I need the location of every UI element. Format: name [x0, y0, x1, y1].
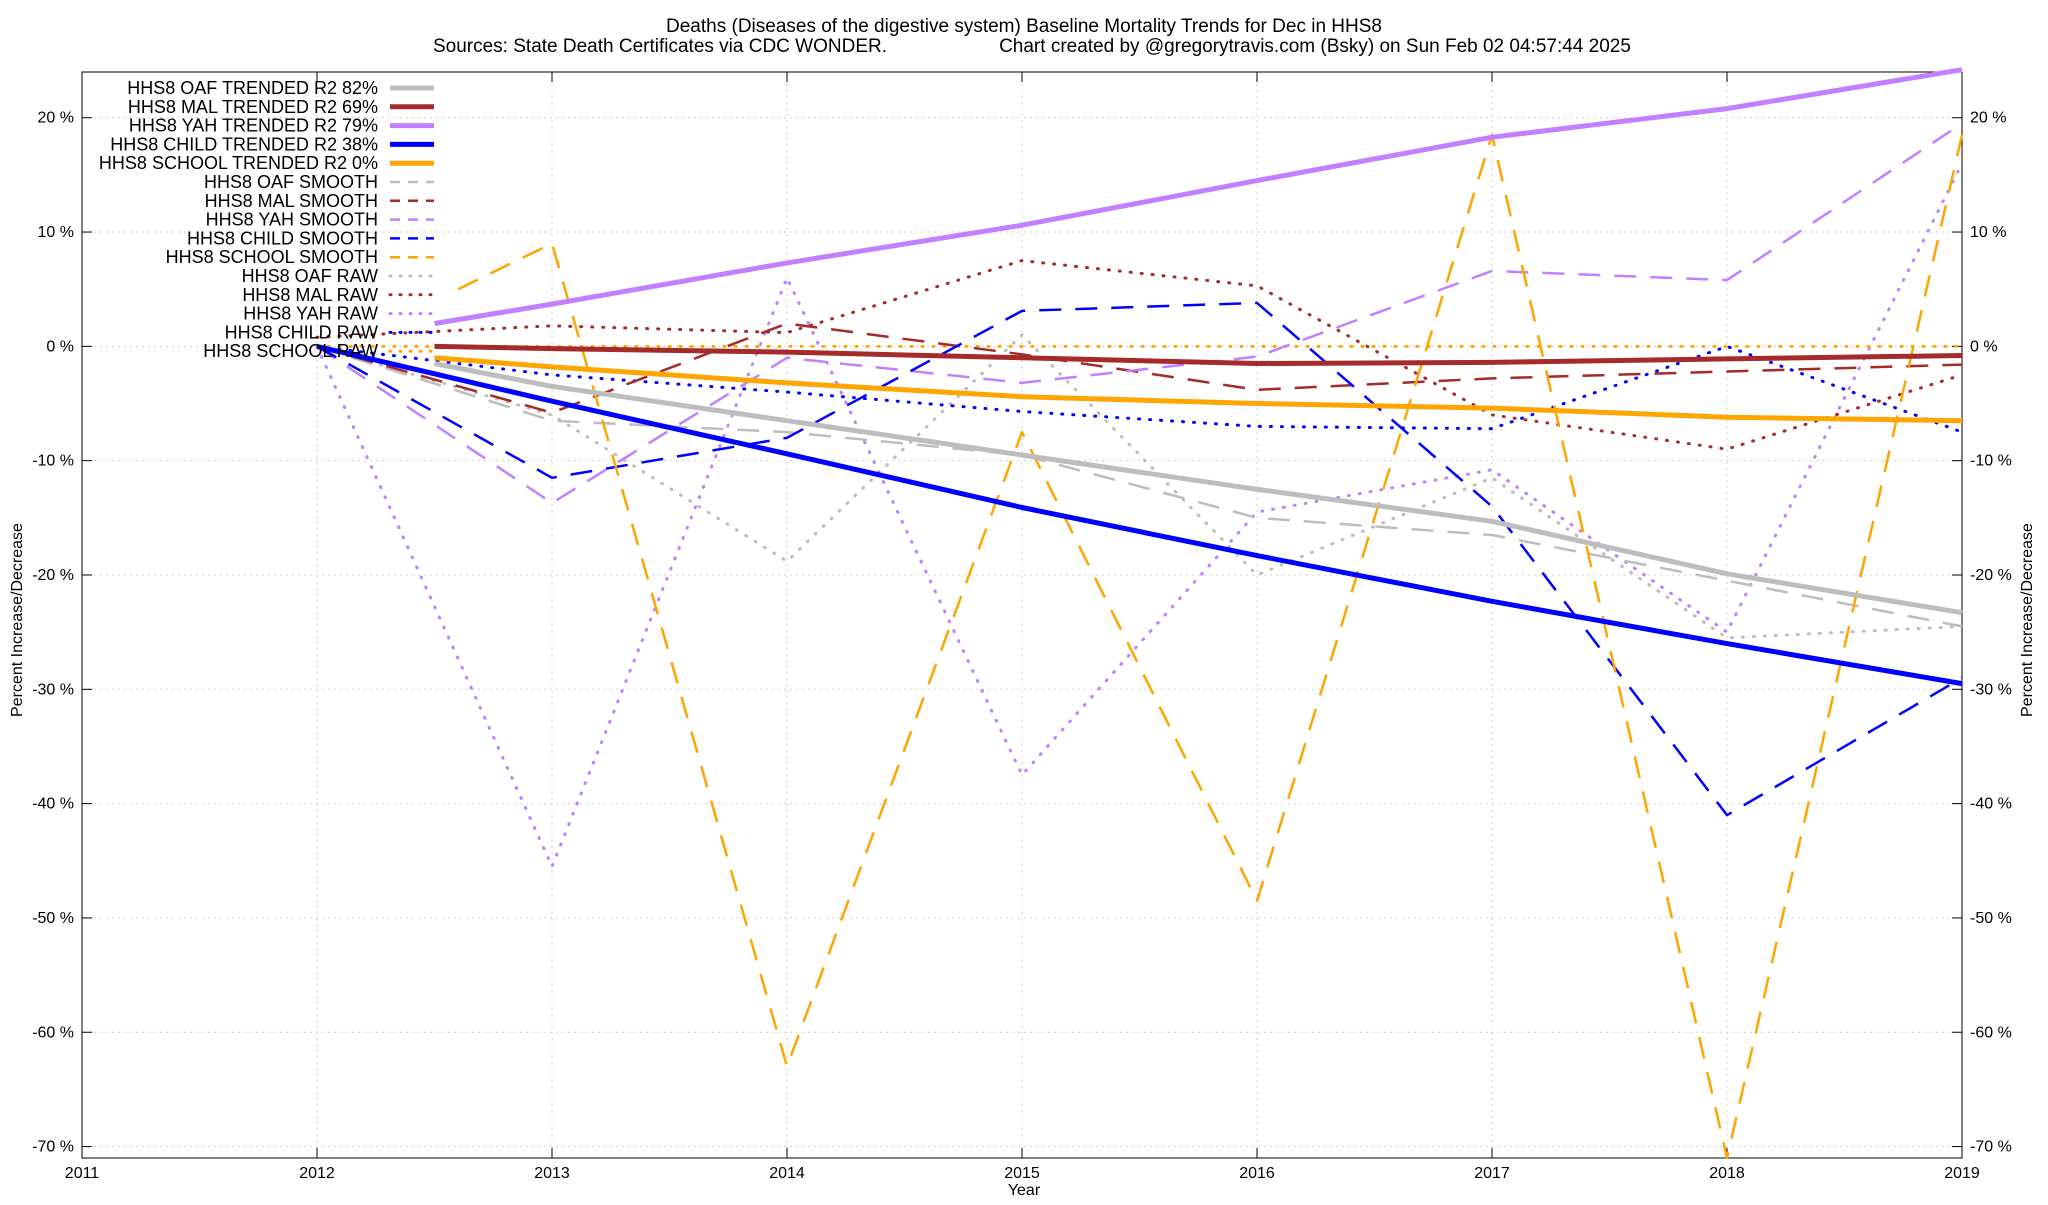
- chart-subtitle-left: Sources: State Death Certificates via CD…: [433, 36, 887, 57]
- series-line-3: [316, 343, 1963, 687]
- chart-title: Deaths (Diseases of the digestive system…: [666, 16, 1382, 37]
- y-tick-label-left: -50 %: [32, 910, 74, 927]
- x-tick-label: 2011: [65, 1165, 100, 1182]
- legend-label: HHS8 SCHOOL TRENDED R2 0%: [99, 153, 378, 173]
- y-tick-label-left: 10 %: [38, 224, 74, 241]
- grid: [81, 72, 1963, 1158]
- series-line-1: [434, 343, 1963, 366]
- series-line-7: [316, 122, 1963, 505]
- legend: HHS8 OAF TRENDED R2 82%HHS8 MAL TRENDED …: [99, 78, 436, 361]
- legend-label: HHS8 OAF TRENDED R2 82%: [127, 78, 378, 98]
- legend-label: HHS8 MAL RAW: [242, 285, 378, 305]
- series-line-5: [316, 345, 1963, 628]
- y-tick-label-left: -10 %: [32, 453, 74, 470]
- x-tick-label: 2013: [534, 1165, 570, 1182]
- legend-label: HHS8 OAF SMOOTH: [204, 172, 378, 192]
- series-line-2: [434, 67, 1963, 326]
- legend-label: HHS8 CHILD RAW: [225, 322, 378, 342]
- y-tick-label-right: -70 %: [1970, 1139, 2012, 1156]
- axis-ticks: 20 % 20 % 10 % 10 % 0 % 0 % -10 % -10 % -20 % -20…: [32, 72, 2012, 1182]
- x-tick-label: 2017: [1474, 1165, 1510, 1182]
- legend-label: HHS8 MAL TRENDED R2 69%: [128, 97, 378, 117]
- legend-label: HHS8 MAL SMOOTH: [205, 191, 378, 211]
- y-tick-label-right: -40 %: [1970, 796, 2012, 813]
- series-line-4: [434, 355, 1963, 424]
- y-tick-label-left: 0 %: [46, 338, 74, 355]
- y-tick-label-left: -60 %: [32, 1024, 74, 1041]
- x-tick-label: 2012: [299, 1165, 335, 1182]
- y-tick-label-left: -30 %: [32, 681, 74, 698]
- y-axis-label-left: Percent Increase/Decrease: [9, 523, 26, 717]
- legend-label: HHS8 CHILD TRENDED R2 38%: [110, 134, 378, 154]
- x-axis-label: Year: [1008, 1182, 1041, 1199]
- series-lines: [315, 67, 1964, 1160]
- y-tick-label-left: 20 %: [38, 110, 74, 127]
- legend-label: HHS8 OAF RAW: [242, 266, 378, 286]
- x-tick-label: 2018: [1709, 1165, 1745, 1182]
- y-tick-label-right: -10 %: [1970, 453, 2012, 470]
- y-tick-label-right: -20 %: [1970, 567, 2012, 584]
- x-tick-label: 2016: [1239, 1165, 1275, 1182]
- y-tick-label-right: 20 %: [1970, 110, 2006, 127]
- legend-label: HHS8 SCHOOL SMOOTH: [166, 247, 378, 267]
- series-line-12: [315, 162, 1964, 868]
- x-tick-label: 2015: [1004, 1165, 1040, 1182]
- y-tick-label-left: -20 %: [32, 567, 74, 584]
- x-tick-label: 2019: [1944, 1165, 1980, 1182]
- y-tick-label-right: -30 %: [1970, 681, 2012, 698]
- chart-subtitle-right: Chart created by @gregorytravis.com (Bsk…: [999, 36, 1631, 57]
- legend-label: HHS8 YAH TRENDED R2 79%: [129, 116, 378, 136]
- x-tick-label: 2014: [769, 1165, 805, 1182]
- series-line-9: [457, 133, 1964, 1160]
- y-tick-label-right: 0 %: [1970, 338, 1998, 355]
- y-tick-label-left: -40 %: [32, 796, 74, 813]
- y-tick-label-right: -60 %: [1970, 1024, 2012, 1041]
- legend-label: HHS8 SCHOOL RAW: [203, 341, 378, 361]
- legend-label: HHS8 CHILD SMOOTH: [187, 228, 378, 248]
- series-line-8: [316, 301, 1963, 817]
- y-tick-label-right: 10 %: [1970, 224, 2006, 241]
- series-line-11: [315, 259, 1964, 451]
- series-line-0: [434, 361, 1963, 616]
- y-tick-label-left: -70 %: [32, 1139, 74, 1156]
- y-axis-label-right: Percent Increase/Decrease: [2019, 523, 2036, 717]
- y-tick-label-right: -50 %: [1970, 910, 2012, 927]
- legend-label: HHS8 YAH RAW: [243, 304, 378, 324]
- legend-label: HHS8 YAH SMOOTH: [206, 210, 378, 230]
